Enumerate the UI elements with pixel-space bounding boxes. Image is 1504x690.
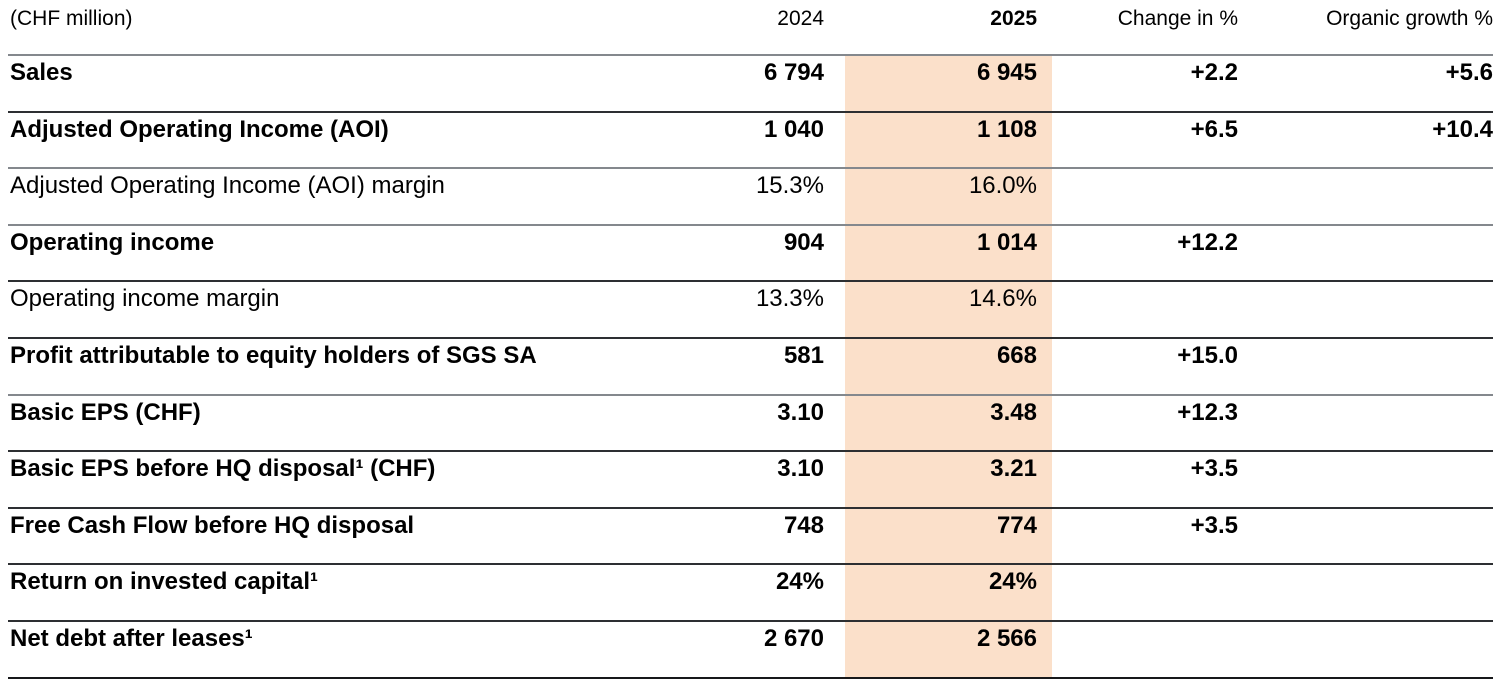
value-organic-growth: +5.6 bbox=[1445, 59, 1493, 86]
value-2025: 668 bbox=[996, 341, 1037, 369]
table-row-sales: Sales 6 794 6 945 +2.2 +5.6 bbox=[8, 54, 1493, 111]
value-2024: 748 bbox=[783, 511, 824, 539]
value-2024: 904 bbox=[783, 228, 824, 256]
value-2024: 3.10 bbox=[777, 455, 824, 483]
column-header-2025: 2025 bbox=[990, 7, 1037, 30]
row-label: Profit attributable to equity holders of… bbox=[10, 341, 537, 369]
value-change: +2.2 bbox=[1190, 59, 1238, 86]
column-header-2024: 2024 bbox=[777, 7, 824, 30]
row-label: Basic EPS before HQ disposal¹ (CHF) bbox=[10, 455, 436, 483]
value-change: +3.5 bbox=[1190, 511, 1238, 539]
financial-results-table: (CHF million) 2024 2025 Change in % Orga… bbox=[8, 0, 1493, 679]
value-2024: 3.10 bbox=[777, 398, 824, 426]
value-2025: 1 108 bbox=[976, 115, 1037, 143]
value-2024: 1 040 bbox=[763, 115, 824, 143]
row-label: Adjusted Operating Income (AOI) bbox=[10, 115, 389, 143]
value-2024: 13.3% bbox=[755, 285, 824, 313]
row-label: Operating income margin bbox=[10, 285, 280, 313]
table-row-net-debt-after-leases: Net debt after leases¹ 2 670 2 566 bbox=[8, 619, 1493, 677]
table-row-profit-attributable: Profit attributable to equity holders of… bbox=[8, 336, 1493, 394]
table-row-operating-income-margin: Operating income margin 13.3% 14.6% bbox=[8, 280, 1493, 337]
column-header-organic-growth: Organic growth % bbox=[1326, 7, 1493, 30]
column-header-change: Change in % bbox=[1117, 7, 1238, 30]
value-change: +3.5 bbox=[1190, 455, 1238, 483]
value-2024: 15.3% bbox=[755, 172, 824, 200]
value-2025: 24% bbox=[988, 568, 1037, 596]
value-2025: 6 945 bbox=[976, 59, 1037, 86]
table-row-return-on-invested-capital: Return on invested capital¹ 24% 24% bbox=[8, 563, 1493, 620]
value-2025: 14.6% bbox=[968, 285, 1037, 313]
row-label: Net debt after leases¹ bbox=[10, 624, 253, 652]
value-change: +12.2 bbox=[1177, 228, 1238, 256]
table-header-row: (CHF million) 2024 2025 Change in % Orga… bbox=[8, 0, 1493, 54]
value-change: +15.0 bbox=[1177, 341, 1238, 369]
value-2025: 3.48 bbox=[990, 398, 1037, 426]
value-2025: 1 014 bbox=[976, 228, 1037, 256]
value-organic-growth: +10.4 bbox=[1432, 115, 1493, 143]
row-label: Adjusted Operating Income (AOI) margin bbox=[10, 172, 445, 200]
table-row-basic-eps: Basic EPS (CHF) 3.10 3.48 +12.3 bbox=[8, 393, 1493, 451]
value-2024: 2 670 bbox=[763, 624, 824, 652]
value-2025: 2 566 bbox=[976, 624, 1037, 652]
row-label: Operating income bbox=[10, 228, 215, 256]
value-2024: 581 bbox=[783, 341, 824, 369]
table-row-adjusted-operating-income: Adjusted Operating Income (AOI) 1 040 1 … bbox=[8, 110, 1493, 168]
value-2024: 6 794 bbox=[763, 59, 824, 86]
row-label: Free Cash Flow before HQ disposal bbox=[10, 511, 415, 539]
highlight-column-2025 bbox=[845, 54, 1052, 679]
value-2025: 774 bbox=[996, 511, 1037, 539]
value-2025: 3.21 bbox=[990, 455, 1037, 483]
table-row-basic-eps-before-hq-disposal: Basic EPS before HQ disposal¹ (CHF) 3.10… bbox=[8, 450, 1493, 507]
row-label: Sales bbox=[10, 59, 73, 86]
table-row-aoi-margin: Adjusted Operating Income (AOI) margin 1… bbox=[8, 167, 1493, 224]
value-change: +12.3 bbox=[1177, 398, 1238, 426]
unit-label: (CHF million) bbox=[10, 7, 133, 30]
table-row-free-cash-flow: Free Cash Flow before HQ disposal 748 77… bbox=[8, 506, 1493, 564]
table-row-operating-income: Operating income 904 1 014 +12.2 bbox=[8, 223, 1493, 281]
value-change: +6.5 bbox=[1190, 115, 1238, 143]
row-label: Return on invested capital¹ bbox=[10, 568, 319, 596]
value-2025: 16.0% bbox=[968, 172, 1037, 200]
table-body: Sales 6 794 6 945 +2.2 +5.6 Adjusted Ope… bbox=[8, 54, 1493, 679]
row-label: Basic EPS (CHF) bbox=[10, 398, 201, 426]
value-2024: 24% bbox=[775, 568, 824, 596]
